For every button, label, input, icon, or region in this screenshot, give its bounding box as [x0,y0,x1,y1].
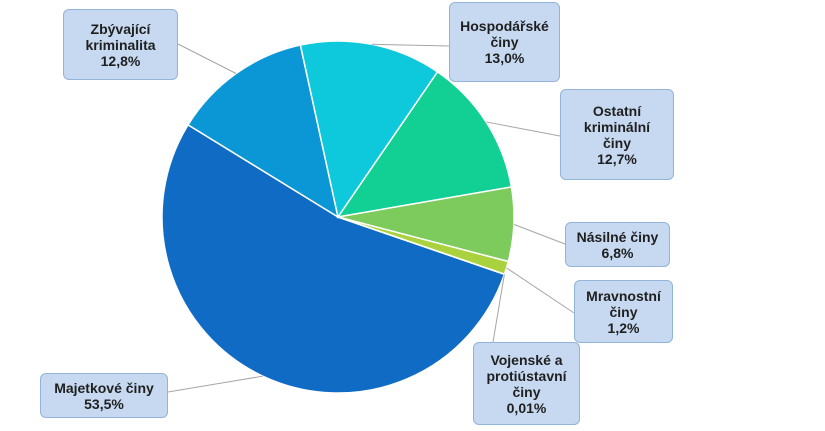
pie-slice-zbyvajici-kriminalita [187,44,340,219]
leader-line-majetkove-ciny [167,375,263,393]
leader-line-hospodarske-ciny [371,43,450,47]
leader-line-vojenske-a-protiustavni-ciny [492,274,505,343]
data-label-mravnostni-ciny: Mravnostní činy 1,2% [574,280,673,343]
data-label-ostatni-kriminalni-ciny: Ostatní kriminální činy 12,7% [560,89,674,180]
leader-line-zbyvajici-kriminalita [177,43,237,74]
leader-line-mravnostni-ciny [506,267,575,314]
data-label-majetkove-ciny: Majetkové činy 53,5% [40,373,168,418]
data-label-hospodarske-ciny: Hospodářské činy 13,0% [449,2,560,82]
leader-line-nasilne-ciny [513,223,566,245]
data-label-nasilne-ciny: Násilné činy 6,8% [565,222,670,267]
pie-slice-ostatni-kriminalni-ciny [336,70,513,219]
data-label-zbyvajici-kriminalita: Zbývající kriminalita 12,8% [63,9,178,80]
leader-line-ostatni-kriminalni-ciny [486,121,561,137]
data-label-vojenske-a-protiustavni-ciny: Vojenské a protiústavní činy 0,01% [473,342,580,425]
